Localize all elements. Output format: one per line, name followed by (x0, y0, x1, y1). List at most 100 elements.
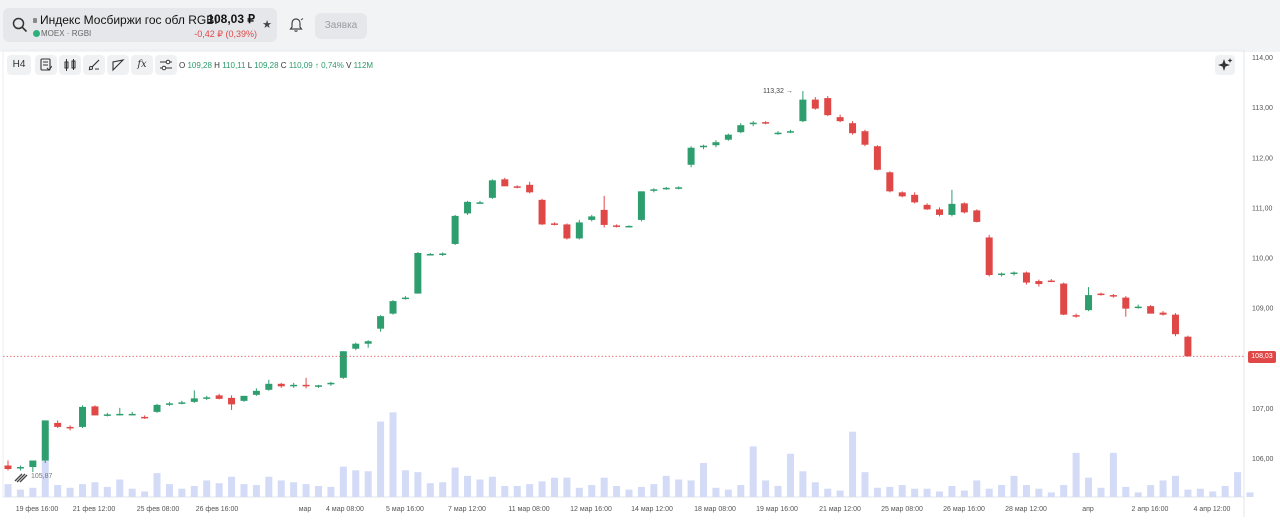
volume-bar (215, 483, 223, 497)
volume-bar (998, 485, 1006, 497)
candle-body (476, 202, 484, 204)
candle-body (1159, 312, 1167, 315)
volume-bar (439, 482, 447, 497)
volume-bar (165, 484, 173, 497)
x-tick-label: 21 фев 12:00 (73, 506, 116, 513)
volume-bar (1159, 480, 1167, 497)
candle-body (116, 413, 124, 416)
ohlc-l-value: 109,28 (254, 61, 279, 70)
volume-bar (389, 412, 397, 497)
candle-body (1147, 306, 1155, 314)
bell-icon[interactable] (288, 17, 304, 33)
x-tick-label: 25 фев 08:00 (137, 506, 180, 513)
volume-bar (153, 473, 161, 497)
candle-body (873, 146, 881, 170)
last-price-label: 108,03 (1248, 351, 1276, 363)
candle-body (290, 384, 298, 387)
timeframe-button[interactable]: H4 (7, 55, 31, 75)
separator: · (66, 29, 70, 38)
volume-bar (948, 485, 956, 497)
volume-bar (1246, 492, 1254, 497)
x-tick-label: апр (1082, 506, 1094, 513)
candle-body (662, 187, 670, 190)
volume-bar (526, 484, 534, 497)
volume-bar (116, 479, 124, 497)
instrument-selector[interactable]: Индекс Мосбиржи гос обл RGBI MOEX · RGBI… (3, 8, 277, 42)
star-icon[interactable]: ★ (262, 19, 272, 31)
volume-bar (811, 482, 819, 497)
candle-body (1184, 336, 1192, 357)
candle-body (898, 192, 906, 197)
settings-sliders-icon[interactable] (155, 55, 177, 75)
volume-bar (488, 476, 496, 497)
candle-body (911, 194, 919, 203)
ohlc-l-label: L (247, 61, 252, 70)
volume-bar (1196, 488, 1204, 497)
sparkle-icon[interactable] (1215, 55, 1235, 75)
candle-body (451, 215, 459, 244)
candle-body (1047, 280, 1055, 283)
volume-bar (1171, 475, 1179, 497)
candle-body (824, 98, 832, 116)
draw-line-icon[interactable] (83, 55, 105, 75)
volume-bar (16, 489, 24, 497)
candle-body (625, 225, 633, 228)
order-button[interactable]: Заявка (315, 13, 367, 39)
volume-bar (923, 488, 931, 497)
volume-bar (464, 475, 472, 497)
x-tick-label: 5 мар 16:00 (386, 506, 424, 513)
indicators-icon[interactable] (35, 55, 57, 75)
candle-body (277, 383, 285, 387)
candle-body (414, 252, 422, 294)
volume-bar (575, 487, 583, 497)
volume-bar (662, 475, 670, 497)
lock-icon (33, 18, 37, 23)
ohlc-h-value: 110,11 (222, 61, 246, 70)
candle-body (488, 180, 496, 198)
volume-bar (128, 488, 136, 497)
candle-body (41, 420, 49, 461)
candle-body (377, 316, 385, 329)
y-tick-label: 109,00 (1252, 306, 1274, 313)
volume-bar (401, 470, 409, 497)
instrument-change: -0,42 ₽ (0,39%) (194, 29, 257, 39)
candle-body (1171, 314, 1179, 335)
volume-bar (1221, 485, 1229, 497)
instrument-name-row: Индекс Мосбиржи гос обл RGBI (33, 13, 218, 27)
candle-body (1072, 315, 1080, 317)
candle-body (352, 343, 360, 349)
candle-body (228, 397, 236, 405)
candle-body (215, 395, 223, 399)
candle-body (389, 301, 397, 314)
candle-body (737, 125, 745, 133)
formula-icon[interactable]: fx (131, 55, 153, 75)
volume-bar (1122, 486, 1130, 497)
candle-body (1022, 272, 1030, 283)
candle-body (4, 465, 12, 470)
volume-bar (1209, 491, 1217, 497)
candles-icon[interactable] (59, 55, 81, 75)
draw-shape-icon[interactable] (107, 55, 129, 75)
candle-body (401, 297, 409, 300)
volume-bar (141, 491, 149, 497)
volume-bar (377, 421, 385, 497)
volume-bar (352, 470, 360, 497)
candle-body (426, 253, 434, 256)
candle-body (613, 225, 621, 227)
volume-bar (700, 462, 708, 497)
candle-body (700, 145, 708, 148)
ohlc-o-label: O (179, 61, 186, 70)
candle-body (302, 384, 310, 387)
search-icon[interactable] (11, 16, 29, 34)
candle-body (79, 406, 87, 427)
volume-bar (1109, 452, 1117, 497)
volume-bar (600, 477, 608, 497)
candle-body (998, 273, 1006, 276)
candle-body (1060, 283, 1068, 315)
top-bar: Индекс Мосбиржи гос обл RGBI MOEX · RGBI… (0, 0, 1280, 52)
x-tick-label: 19 фев 16:00 (16, 506, 59, 513)
candle-body (178, 402, 186, 404)
volume-bar (724, 489, 732, 497)
volume-bar (91, 482, 99, 497)
